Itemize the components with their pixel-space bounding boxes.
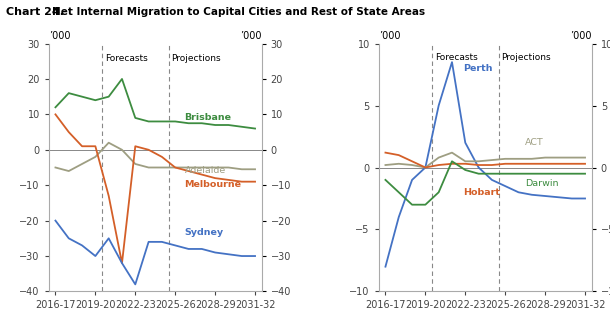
Text: Projections: Projections [501,54,551,62]
Text: Chart 24.: Chart 24. [6,7,64,17]
Text: ’000: ’000 [570,31,592,41]
Text: Projections: Projections [171,54,221,63]
Text: Hobart: Hobart [462,188,500,197]
Text: ACT: ACT [525,138,544,147]
Text: Darwin: Darwin [525,179,559,188]
Text: ’000: ’000 [240,31,262,41]
Text: Sydney: Sydney [185,228,224,237]
Text: Net Internal Migration to Capital Cities and Rest of State Areas: Net Internal Migration to Capital Cities… [52,7,425,17]
Text: Adelaide: Adelaide [185,166,226,175]
Text: Melbourne: Melbourne [185,180,242,189]
Text: Forecasts: Forecasts [105,54,148,63]
Text: ’000: ’000 [379,31,400,41]
Text: Forecasts: Forecasts [435,54,478,62]
Text: ’000: ’000 [49,31,70,41]
Text: Brisbane: Brisbane [185,113,232,122]
Text: Perth: Perth [462,64,492,73]
